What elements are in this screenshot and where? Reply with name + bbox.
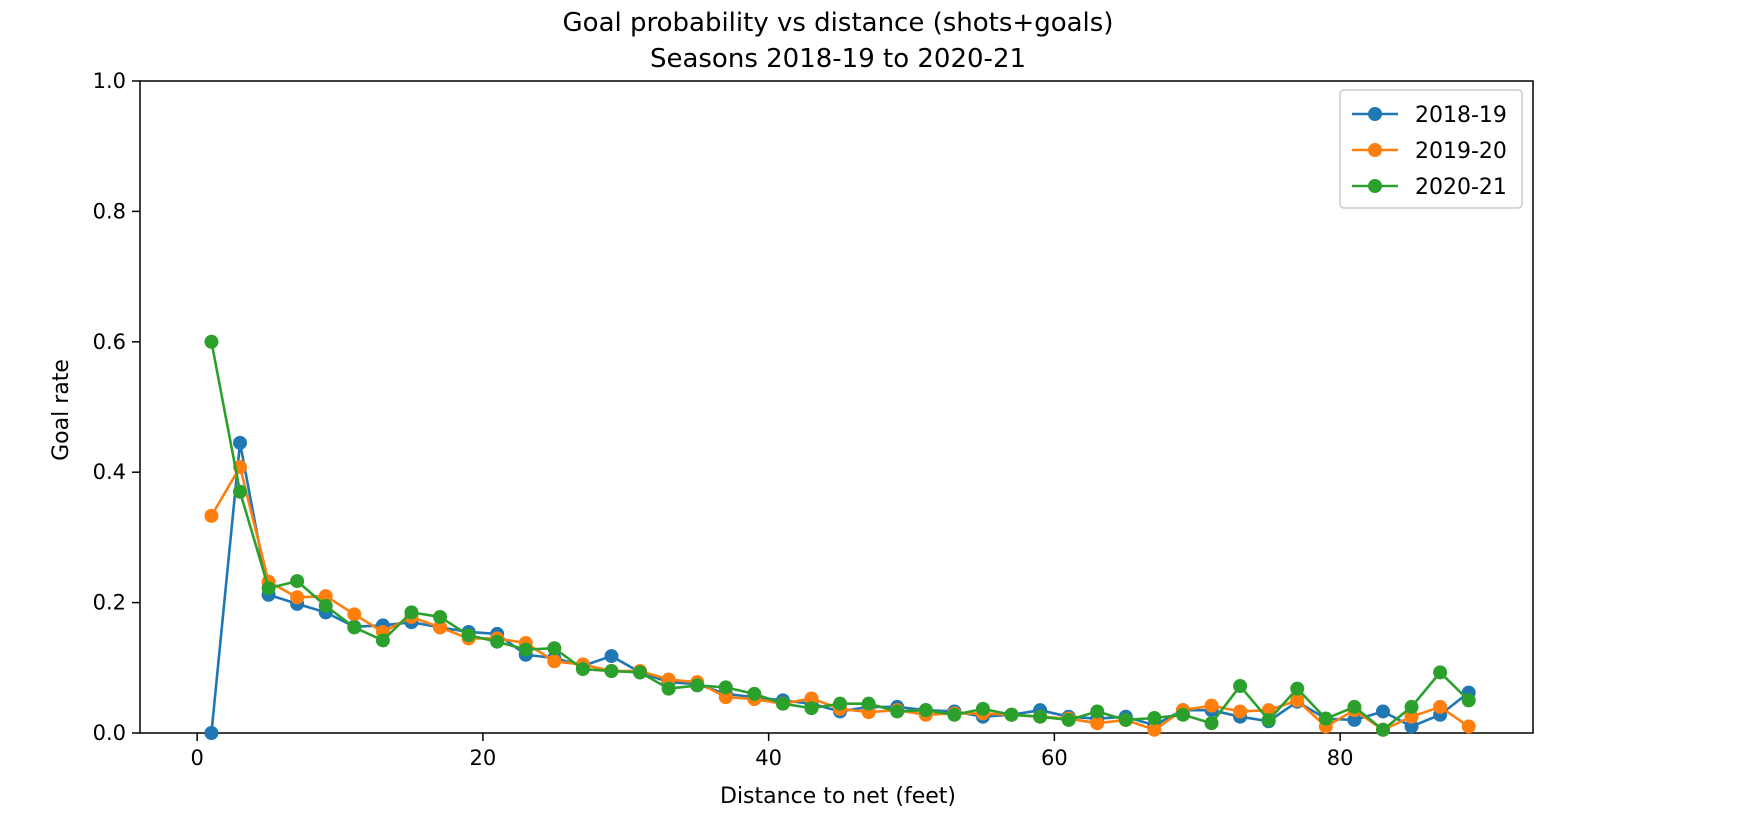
data-point-2020-21 [575,662,590,677]
legend-marker-2018-19 [1368,107,1382,121]
data-point-2020-21 [1061,712,1076,727]
series-line-2020-21 [210,341,1470,732]
data-point-2019-20 [433,620,448,635]
data-point-2020-21 [718,680,733,695]
data-point-2020-21 [633,665,648,680]
x-tick-label: 80 [1327,746,1354,770]
data-point-2019-20 [1290,693,1305,708]
legend-box [1339,89,1523,209]
legend: 2018-19 2019-20 2020-21 [1339,89,1523,209]
chart-subtitle: Seasons 2018-19 to 2020-21 [650,44,1026,74]
data-point-2020-21 [1004,707,1019,722]
data-point-2020-21 [433,609,448,624]
data-point-2020-21 [347,620,362,635]
data-point-2020-21 [747,686,762,701]
legend-entry-label: 2020-21 [1415,175,1507,200]
data-point-2020-21 [947,707,962,722]
y-tick-label: 0.6 [93,330,126,354]
data-point-2020-21 [318,598,333,613]
data-point-2020-21 [690,678,705,693]
plot-area: 0 20 40 60 80 0.0 0.2 0.4 0.6 0.8 1.0 [93,69,1534,770]
data-point-2020-21 [890,704,905,719]
data-point-2020-21 [547,641,562,656]
data-point-2020-21 [1118,712,1133,727]
data-point-2019-20 [347,607,362,622]
data-point-2020-21 [204,334,219,349]
data-point-2020-21 [404,605,419,620]
data-point-2018-19 [204,726,219,740]
data-point-2019-20 [1404,709,1419,724]
data-point-2020-21 [290,574,305,589]
data-point-2020-21 [518,642,533,657]
data-point-2020-21 [1204,716,1219,731]
data-point-2020-21 [490,634,505,649]
legend-marker-2019-20 [1368,143,1382,157]
y-tick-label: 0.2 [93,591,126,615]
x-tick-label: 0 [190,746,203,770]
data-point-2020-21 [1404,699,1419,714]
data-point-2019-20 [204,508,219,523]
data-point-2020-21 [1375,722,1390,737]
data-point-2020-21 [975,701,990,716]
data-point-2020-21 [775,696,790,711]
data-point-2019-20 [718,690,733,705]
data-point-2020-21 [604,664,619,679]
data-point-2020-21 [1347,699,1362,714]
data-point-2020-21 [1290,681,1305,696]
data-point-2019-20 [1261,703,1276,718]
data-point-2019-20 [1204,698,1219,713]
data-point-2020-21 [1090,704,1105,719]
data-point-2020-21 [1318,711,1333,726]
data-point-2018-19 [1375,704,1390,719]
data-point-2019-20 [318,589,333,604]
data-point-2018-19 [233,435,248,450]
data-point-2019-20 [1433,699,1448,714]
data-point-2018-19 [604,649,619,664]
data-point-2018-19 [1404,719,1419,734]
data-point-2020-21 [1175,707,1190,722]
chart-title: Goal probability vs distance (shots+goal… [563,8,1114,38]
data-point-2020-21 [1261,712,1276,727]
data-point-2020-21 [1147,711,1162,726]
data-point-2019-20 [1147,722,1162,737]
data-point-2020-21 [918,703,933,718]
data-point-2020-21 [1433,665,1448,680]
data-point-2019-20 [1233,704,1248,719]
legend-marker-2020-21 [1368,179,1382,193]
y-axis-label: Goal rate [49,359,74,461]
data-point-2020-21 [661,681,676,696]
series-line-2019-20 [210,465,1470,732]
data-point-2020-21 [833,696,848,711]
y-tick-label: 0.8 [93,199,126,223]
y-tick-label: 1.0 [93,69,126,93]
data-point-2020-21 [1233,679,1248,694]
y-tick-label: 0.4 [93,460,126,484]
data-point-2020-21 [261,581,276,596]
plot-frame [139,80,1534,734]
x-tick-label: 40 [755,746,782,770]
data-point-2019-20 [1090,716,1105,731]
data-point-2020-21 [1461,693,1476,708]
data-point-2019-20 [804,691,819,706]
series-line-2018-19 [210,441,1470,734]
data-point-2018-19 [1347,712,1362,727]
data-point-2020-21 [804,701,819,716]
x-axis-label: Distance to net (feet) [720,784,956,809]
data-point-2019-20 [547,654,562,669]
data-point-2020-21 [233,484,248,499]
data-point-2020-21 [1033,709,1048,724]
legend-entry-label: 2019-20 [1415,139,1507,164]
legend-entry-label: 2018-19 [1415,103,1507,128]
data-point-2020-21 [861,696,876,711]
data-point-2019-20 [1461,719,1476,734]
x-tick-label: 20 [470,746,497,770]
data-point-2019-20 [290,590,305,605]
data-point-2020-21 [461,628,476,643]
y-tick-label: 0.0 [93,721,126,745]
x-tick-label: 60 [1041,746,1068,770]
data-point-2020-21 [375,633,390,648]
